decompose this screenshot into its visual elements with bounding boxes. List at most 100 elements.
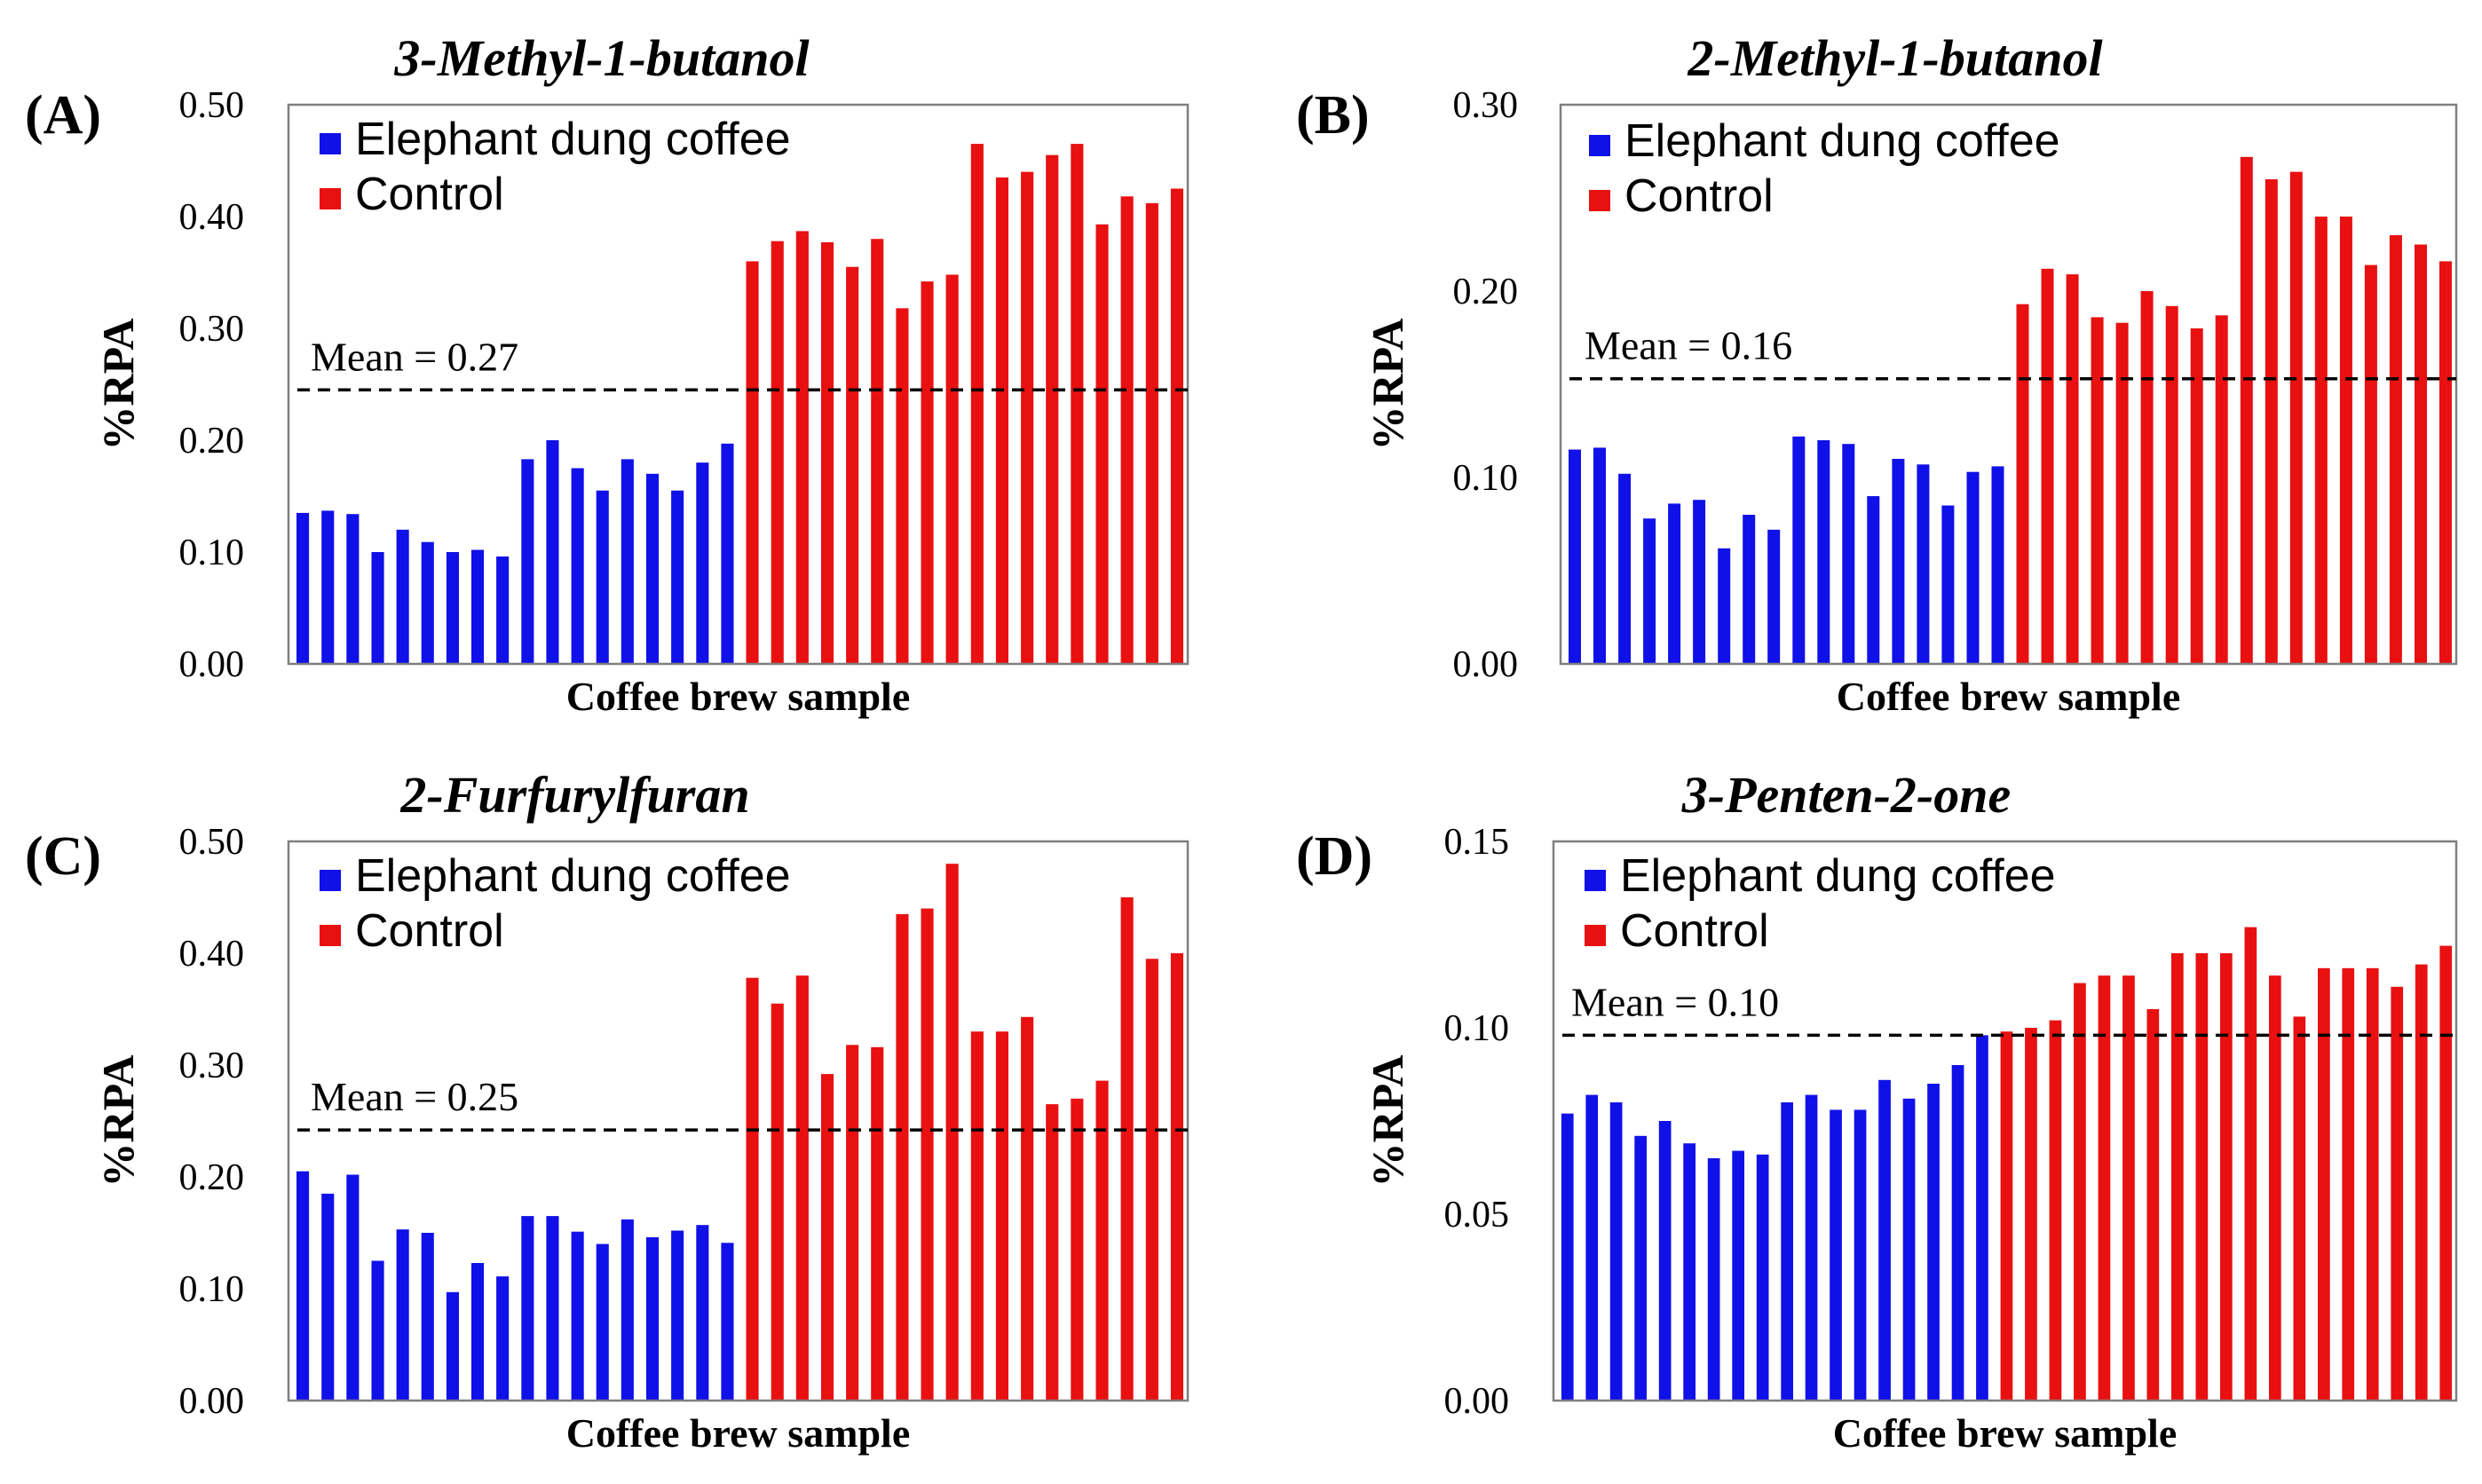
y-tick-label: 0.10 [179, 533, 245, 573]
bar-control [2415, 244, 2427, 664]
bar-elephant-dung [1707, 1158, 1720, 1401]
bar-control [2289, 171, 2303, 665]
legend-swatch-elephant-dung [320, 870, 341, 891]
bar-elephant-dung [446, 1291, 459, 1401]
bar-control [995, 177, 1008, 664]
bar-elephant-dung [1643, 518, 1656, 664]
bar-control [2293, 1016, 2306, 1401]
bar-elephant-dung [1585, 1094, 1599, 1401]
bar-elephant-dung [671, 490, 684, 664]
bar-control [995, 1031, 1008, 1401]
bar-control [2041, 268, 2054, 664]
bar-control [2240, 156, 2253, 665]
bar-control [2318, 967, 2330, 1401]
bar-elephant-dung [646, 1237, 660, 1401]
y-tick-label: 0.40 [179, 197, 245, 238]
panel-letter: (A) [25, 85, 101, 146]
bar-control [1021, 171, 1034, 665]
bar-elephant-dung [546, 440, 559, 664]
y-tick-label: 0.10 [179, 1269, 245, 1310]
bar-control [1145, 959, 1158, 1401]
bar-control [970, 144, 984, 665]
bar-control [1170, 953, 1183, 1401]
legend-label-elephant-dung: Elephant dung coffee [355, 114, 791, 165]
x-axis-label: Coffee brew sample [566, 1410, 911, 1456]
bar-control [2269, 975, 2281, 1401]
panel-title: 3-Penten-2-one [1681, 766, 2012, 824]
bar-elephant-dung [1732, 1150, 1744, 1401]
bar-control [2244, 927, 2257, 1401]
bar-elephant-dung [1830, 1109, 1842, 1401]
legend-label-elephant-dung: Elephant dung coffee [1624, 115, 2060, 167]
bar-elephant-dung [371, 552, 384, 664]
bar-elephant-dung [1756, 1154, 1769, 1401]
legend-swatch-control [1585, 925, 1606, 946]
bar-elephant-dung [1854, 1109, 1867, 1401]
plot-frame [1559, 103, 2458, 666]
legend-swatch-elephant-dung [320, 133, 341, 154]
legend-label-control: Control [1620, 905, 1769, 957]
bar-control [871, 1046, 884, 1401]
bar-control [1071, 144, 1084, 665]
bar-elephant-dung [620, 459, 634, 664]
bar-elephant-dung [1781, 1102, 1793, 1401]
bar-elephant-dung [1743, 515, 1756, 664]
bar-elephant-dung [496, 1276, 510, 1401]
bar-elephant-dung [620, 1219, 634, 1401]
x-axis-label: Coffee brew sample [1837, 674, 2181, 719]
bar-control [921, 281, 934, 664]
plot-frame [287, 840, 1190, 1402]
panel-letter: (B) [1296, 85, 1370, 146]
bar-control [1021, 1016, 1034, 1401]
bar-elephant-dung [471, 1263, 485, 1401]
plot-frame [1552, 840, 2458, 1402]
y-tick-label: 0.20 [179, 421, 245, 462]
bar-elephant-dung [296, 1171, 310, 1401]
bar-elephant-dung [671, 1230, 684, 1401]
bar-elephant-dung [596, 1243, 609, 1401]
bar-control [2215, 315, 2228, 664]
bar-elephant-dung [571, 1231, 584, 1401]
bar-control [1071, 1098, 1084, 1401]
bar-elephant-dung [521, 1216, 534, 1401]
bar-elephant-dung [1658, 1121, 1672, 1401]
bar-control [2389, 235, 2402, 664]
plot-frame [287, 103, 1190, 666]
bar-control [2122, 975, 2135, 1401]
bar-control [2066, 274, 2079, 664]
y-tick-label: 0.30 [1453, 85, 1519, 126]
bar-elephant-dung [496, 556, 510, 664]
bar-elephant-dung [1569, 449, 1581, 664]
bar-elephant-dung [1767, 529, 1781, 664]
y-tick-label: 0.00 [1444, 1381, 1510, 1422]
panel-1: (A) 3-Methyl-1-butanol 0.00 0.10 0.20 0.30 0.4… [25, 29, 1190, 719]
bar-control [2146, 1009, 2160, 1401]
bar-control [1120, 897, 1134, 1401]
bar-elephant-dung [1805, 1094, 1818, 1401]
bar-elephant-dung [346, 1174, 360, 1401]
bar-elephant-dung [1951, 1065, 1964, 1401]
y-tick-label: 0.15 [1444, 822, 1510, 863]
bar-control [1046, 1104, 1059, 1401]
y-tick-label: 0.50 [179, 85, 245, 126]
bar-elephant-dung [546, 1216, 559, 1401]
legend-swatch-elephant-dung [1589, 135, 1610, 156]
bar-control [2049, 1020, 2062, 1401]
legend-label-control: Control [355, 169, 504, 220]
bar-elephant-dung [346, 514, 360, 664]
legend-swatch-control [1589, 190, 1610, 211]
bar-elephant-dung [721, 443, 734, 664]
legend-swatch-control [320, 925, 341, 946]
bar-control [2115, 322, 2129, 664]
bar-elephant-dung [1941, 505, 1955, 664]
bar-elephant-dung [1609, 1102, 1623, 1401]
y-axis-label: %RPA [93, 318, 143, 450]
y-tick-label: 0.30 [179, 1046, 245, 1086]
y-tick-label: 0.50 [179, 822, 245, 863]
mean-label: Mean = 0.16 [1585, 323, 1792, 368]
bar-control [945, 864, 959, 1401]
bar-control [2016, 304, 2029, 664]
panel-2: (B) 2-Methyl-1-butanol 0.00 0.10 0.20 0.30 %RP… [1296, 29, 2458, 719]
y-axis-label: %RPA [93, 1054, 143, 1187]
